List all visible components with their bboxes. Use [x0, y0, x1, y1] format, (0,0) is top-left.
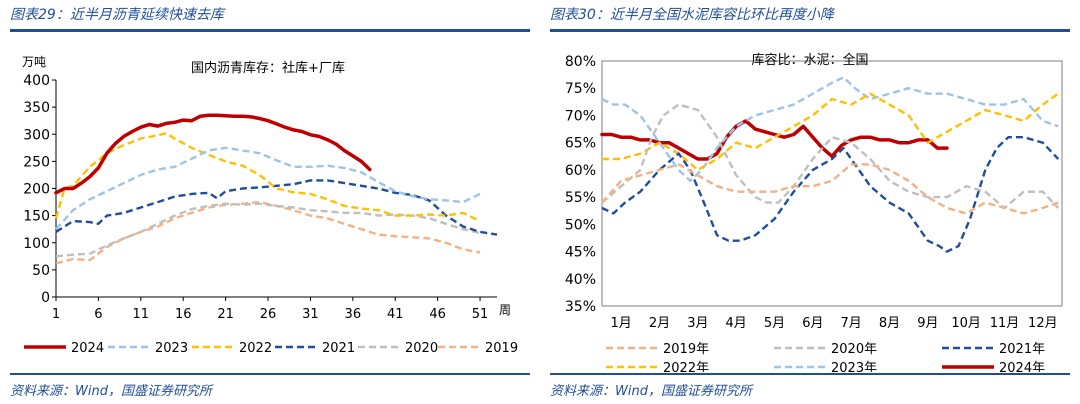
- x-tick-label: 1: [52, 307, 60, 322]
- x-tick-label: 46: [429, 307, 446, 322]
- series-line-2020: [55, 202, 481, 258]
- left-source-note: 资料来源：Wind，国盛证券研究所: [10, 384, 212, 399]
- y-tick-label: 200: [23, 182, 50, 198]
- y-tick-label: 80%: [565, 54, 596, 70]
- y-tick-label: 400: [23, 73, 50, 89]
- y-tick-label: 350: [23, 100, 50, 116]
- chart-title: 国内沥青库存：社库+厂库: [191, 60, 345, 76]
- chart-title: 库容比：水泥：全国: [751, 52, 868, 68]
- left-source-rule: [10, 373, 530, 375]
- y-tick-label: 0: [41, 290, 50, 306]
- x-tick-label: 12月: [1028, 316, 1058, 331]
- x-tick-label: 9月: [917, 316, 938, 331]
- legend-label: 2020: [405, 341, 438, 356]
- x-tick-label: 21: [217, 307, 234, 322]
- x-tick-label: 36: [345, 307, 362, 322]
- legend-label: 2023年: [831, 361, 877, 372]
- x-tick-label: 51: [472, 307, 489, 322]
- legend-label: 2019: [485, 341, 518, 356]
- right-source-rule: [550, 373, 1070, 375]
- y-tick-label: 45%: [565, 245, 596, 261]
- series-line-2021年: [601, 135, 1060, 253]
- legend-label: 2021年: [999, 342, 1045, 357]
- series-line-2019年: [601, 163, 1059, 215]
- y-tick-label: 65%: [565, 136, 596, 152]
- left-title-rule: [10, 29, 530, 32]
- plot-frame: [601, 60, 1063, 307]
- y-tick-label: 70%: [565, 108, 596, 124]
- y-tick-label: 100: [23, 236, 50, 252]
- y-tick-label: 35%: [565, 299, 596, 315]
- y-tick-label: 40%: [565, 272, 596, 288]
- y-tick-label: 150: [23, 209, 50, 225]
- legend-label: 2019年: [663, 342, 709, 357]
- x-tick-label: 26: [260, 307, 277, 322]
- x-tick-label: 2月: [649, 316, 670, 331]
- cement-storage-ratio-chart: 35% 40% 45% 50% 55% 60% 65% 70% 75% 80% 1月 2月 3月 4月 5月…: [565, 52, 1063, 372]
- series-line-2023: [55, 146, 481, 231]
- series-line-2023年: [601, 76, 1059, 183]
- legend-label: 2024年: [999, 361, 1045, 372]
- x-tick-label: 6: [94, 307, 102, 322]
- right-figure: 图表30：近半月全国水泥库容比环比再度小降 35% 40% 45% 50% 55% 60%…: [550, 0, 1070, 404]
- x-tick-label: 7月: [841, 316, 862, 331]
- x-tick-label: 31: [302, 307, 319, 322]
- series-line-2021: [55, 179, 498, 236]
- series-line-2022: [54, 131, 481, 223]
- series-line-2024: [54, 113, 372, 195]
- x-tick-label: 11月: [990, 316, 1020, 331]
- x-tick-label: 8月: [879, 316, 900, 331]
- x-tick-label: 1月: [611, 316, 632, 331]
- x-axis-title: 周: [499, 303, 511, 317]
- right-title-rule: [550, 29, 1070, 32]
- legend-label: 2020年: [831, 342, 877, 357]
- x-tick-label: 10月: [951, 316, 981, 331]
- y-axis-title: 万吨: [22, 55, 46, 69]
- y-tick-label: 300: [23, 127, 50, 143]
- legend-label: 2022: [239, 341, 272, 356]
- y-tick-label: 50%: [565, 217, 596, 233]
- y-tick-label: 50: [32, 263, 50, 279]
- series-line-2024年: [600, 119, 949, 161]
- legend-label: 2022年: [663, 361, 709, 372]
- y-tick-label: 60%: [565, 163, 596, 179]
- x-tick-label: 16: [175, 307, 192, 322]
- x-tick-label: 11: [133, 307, 150, 322]
- legend-label: 2024: [71, 341, 104, 356]
- left-figure: 图表29：近半月沥青延续快速去库 0 50 100 150 200 250 300 350 40…: [10, 0, 530, 404]
- y-tick-label: 75%: [565, 81, 596, 97]
- series-line-2020年: [601, 103, 1060, 210]
- x-tick-label: 5月: [764, 316, 785, 331]
- legend-label: 2023: [155, 341, 188, 356]
- x-tick-label: 6月: [802, 316, 823, 331]
- left-figure-title: 图表29：近半月沥青延续快速去库: [10, 7, 224, 23]
- right-source-note: 资料来源：Wind，国盛证券研究所: [550, 384, 752, 399]
- x-tick-label: 41: [387, 307, 404, 322]
- x-tick-label: 4月: [726, 316, 747, 331]
- series-line-2019: [55, 200, 481, 265]
- right-figure-title: 图表30：近半月全国水泥库容比环比再度小降: [550, 7, 834, 23]
- y-tick-label: 55%: [565, 190, 596, 206]
- y-tick-label: 250: [23, 154, 50, 170]
- legend-label: 2021: [322, 341, 355, 356]
- x-tick-label: 3月: [687, 316, 708, 331]
